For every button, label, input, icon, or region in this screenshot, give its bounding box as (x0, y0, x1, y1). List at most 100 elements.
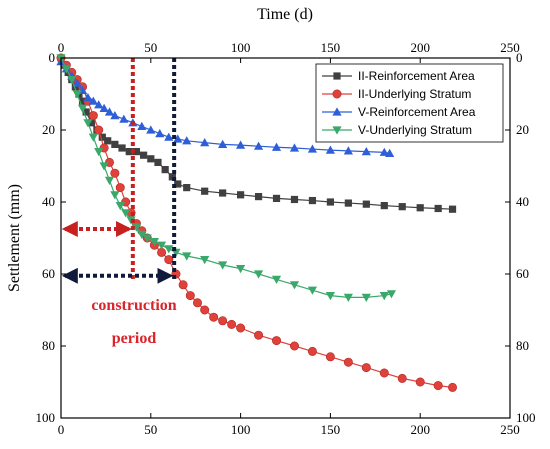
data-point-ii-underlying-stratum (88, 111, 98, 121)
data-point-v-underlying-stratum (121, 209, 131, 218)
data-point-v-underlying-stratum (104, 176, 115, 185)
x-tick-label-top: 50 (144, 40, 157, 55)
legend-label-ii-underlying-stratum: II-Underlying Stratum (358, 87, 471, 101)
y-tick-label-left: 80 (42, 338, 55, 353)
data-point-ii-reinforcement-area (118, 144, 126, 152)
data-point-ii-reinforcement-area (237, 191, 245, 199)
x-tick-label-bottom: 150 (321, 422, 341, 437)
data-point-v-reinforcement-area (146, 125, 156, 134)
legend-marker-v-underlying-stratum (332, 126, 342, 135)
data-point-ii-reinforcement-area (434, 204, 442, 213)
data-point-ii-reinforcement-area (168, 173, 176, 181)
data-point-ii-reinforcement-area (111, 140, 119, 148)
data-point-v-reinforcement-area (200, 138, 210, 147)
data-point-v-reinforcement-area (289, 143, 300, 152)
legend-box (315, 63, 504, 143)
data-point-v-reinforcement-area (253, 141, 264, 150)
data-point-ii-reinforcement-area (416, 204, 424, 212)
data-point-v-reinforcement-area (361, 147, 371, 156)
annotation-construction: construction (91, 297, 176, 314)
data-point-ii-reinforcement-area (290, 195, 299, 204)
data-point-ii-reinforcement-area (308, 196, 317, 205)
x-tick-label-top: 100 (231, 40, 251, 55)
data-point-ii-reinforcement-area (380, 202, 388, 210)
legend: II-Reinforcement Area II-Underlying Strat… (315, 63, 504, 143)
data-point-v-underlying-stratum (289, 281, 300, 290)
data-point-v-underlying-stratum (164, 245, 174, 254)
legend-marker-ii-underlying-stratum (332, 89, 342, 99)
data-point-v-underlying-stratum (83, 119, 93, 128)
data-point-ii-underlying-stratum (343, 357, 353, 367)
x-tick-label-bottom: 250 (500, 422, 520, 437)
data-point-v-underlying-stratum (325, 292, 335, 301)
plot-marks (56, 53, 458, 392)
y-tick-label-right: 100 (516, 410, 536, 425)
data-point-ii-underlying-stratum (415, 377, 425, 387)
data-point-v-underlying-stratum (88, 133, 98, 142)
data-point-v-reinforcement-area (379, 147, 389, 156)
x-tick-label-top: 0 (58, 40, 65, 55)
legend-label-ii-reinforcement-area: II-Reinforcement Area (358, 69, 475, 83)
data-point-ii-underlying-stratum (433, 381, 443, 391)
data-point-ii-underlying-stratum (379, 368, 389, 378)
data-point-ii-underlying-stratum (448, 382, 458, 392)
data-point-ii-reinforcement-area (140, 151, 148, 159)
data-point-ii-underlying-stratum (178, 280, 188, 290)
data-point-v-underlying-stratum (115, 202, 125, 211)
data-point-ii-reinforcement-area (272, 194, 281, 202)
data-point-v-underlying-stratum (218, 261, 228, 270)
annotation-period: period (112, 330, 157, 347)
data-point-ii-underlying-stratum (325, 352, 335, 362)
x-tick-label-bottom: 200 (410, 422, 430, 437)
data-point-v-underlying-stratum (271, 275, 282, 284)
x-axis-title: Time (d) (257, 6, 313, 23)
data-point-ii-reinforcement-area (174, 180, 182, 188)
data-point-ii-reinforcement-area (104, 137, 112, 145)
data-point-v-reinforcement-area (271, 142, 282, 151)
data-point-ii-reinforcement-area (326, 198, 334, 206)
data-point-v-reinforcement-area (182, 136, 192, 145)
y-tick-label-right: 20 (516, 122, 529, 137)
data-point-v-underlying-stratum (307, 286, 318, 295)
data-point-v-underlying-stratum (386, 290, 397, 299)
data-point-v-reinforcement-area (236, 140, 246, 149)
data-point-ii-underlying-stratum (307, 346, 317, 356)
y-tick-label-left: 0 (49, 50, 56, 65)
data-point-v-underlying-stratum (149, 238, 159, 247)
x-tick-label-top: 200 (410, 40, 430, 55)
data-point-v-reinforcement-area (155, 129, 165, 138)
data-point-v-underlying-stratum (67, 76, 77, 85)
data-point-ii-reinforcement-area (161, 166, 169, 174)
data-point-ii-underlying-stratum (227, 319, 237, 329)
data-point-ii-underlying-stratum (272, 336, 282, 346)
data-point-v-underlying-stratum (361, 293, 371, 302)
legend-marker-ii-reinforcement-area (333, 72, 341, 80)
data-point-v-reinforcement-area (385, 148, 395, 157)
data-point-ii-underlying-stratum (164, 255, 174, 265)
data-point-ii-reinforcement-area (82, 108, 90, 116)
data-point-v-underlying-stratum (110, 191, 120, 200)
data-point-ii-underlying-stratum (200, 305, 210, 315)
data-point-v-reinforcement-area (218, 139, 228, 148)
data-point-v-reinforcement-area (72, 78, 82, 87)
data-point-v-underlying-stratum (142, 234, 152, 243)
data-point-ii-reinforcement-area (183, 184, 191, 192)
data-point-ii-reinforcement-area (132, 148, 141, 156)
data-point-ii-underlying-stratum (289, 341, 299, 351)
y-tick-label-right: 40 (516, 194, 529, 209)
data-point-ii-reinforcement-area (78, 97, 87, 105)
data-point-v-reinforcement-area (88, 96, 98, 105)
data-point-v-reinforcement-area (343, 146, 353, 155)
y-tick-label-left: 40 (42, 194, 55, 209)
data-point-v-underlying-stratum (94, 148, 104, 157)
y-tick-label-right: 60 (516, 266, 529, 281)
y-tick-label-right: 0 (516, 50, 523, 65)
data-point-v-underlying-stratum (200, 256, 210, 265)
legend-label-v-reinforcement-area: V-Reinforcement Area (358, 105, 476, 119)
data-point-ii-reinforcement-area (201, 187, 209, 195)
data-point-ii-underlying-stratum (361, 363, 371, 373)
data-point-ii-reinforcement-area (87, 119, 96, 127)
data-point-ii-underlying-stratum (115, 183, 125, 193)
